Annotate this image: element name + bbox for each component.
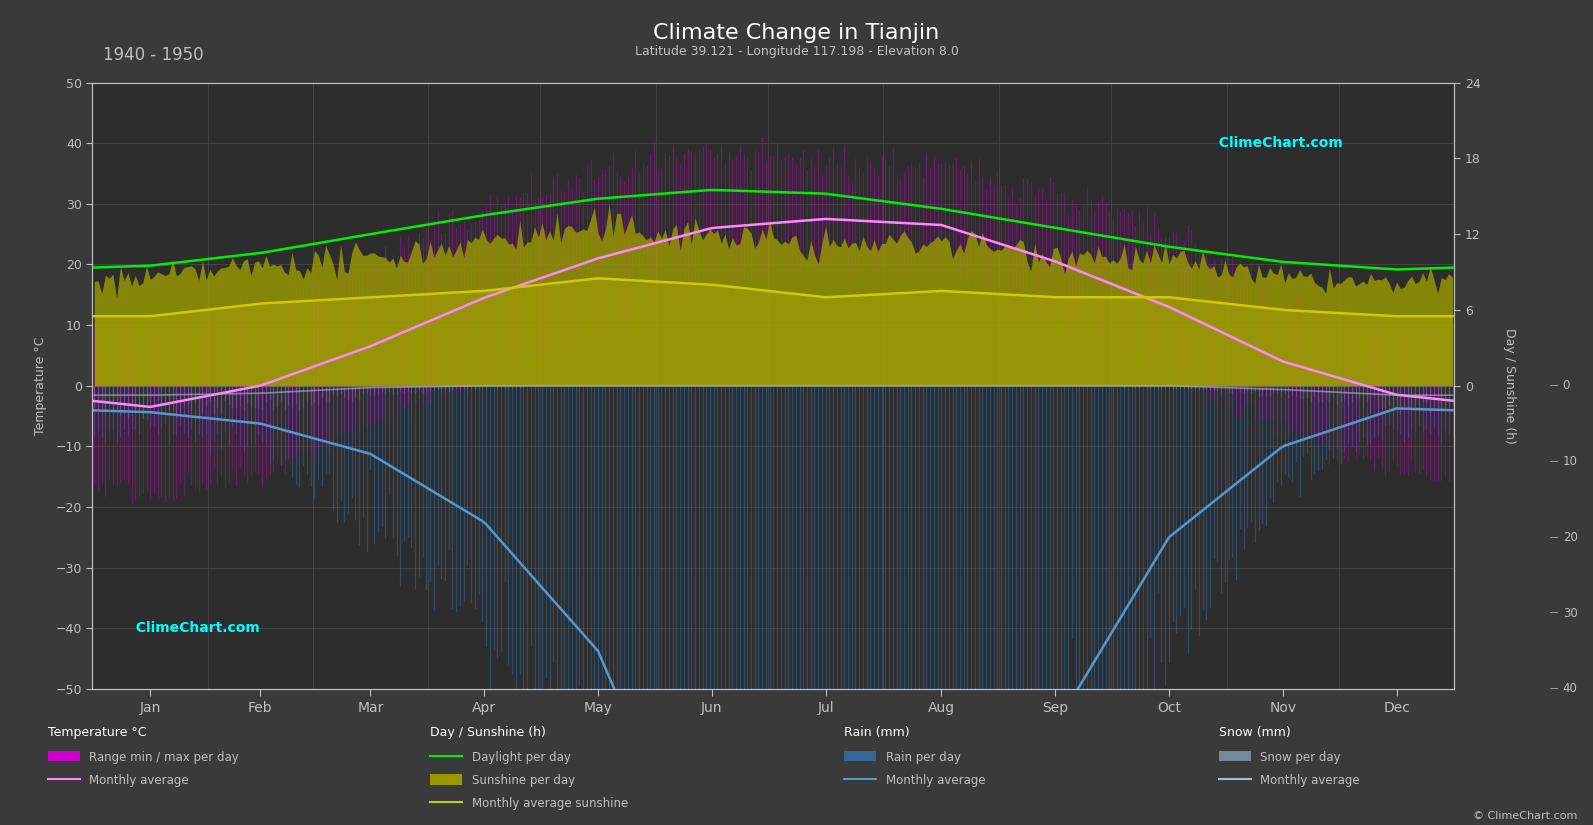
Text: Monthly average: Monthly average <box>1260 774 1360 787</box>
Text: Monthly average: Monthly average <box>886 774 986 787</box>
Text: Snow (mm): Snow (mm) <box>1219 726 1290 739</box>
Text: —: — <box>1550 457 1558 466</box>
Text: Rain (mm): Rain (mm) <box>844 726 910 739</box>
Text: 20: 20 <box>1563 530 1577 544</box>
Text: 40: 40 <box>1563 682 1577 695</box>
Text: —: — <box>1550 685 1558 693</box>
Text: Temperature °C: Temperature °C <box>48 726 147 739</box>
Text: —: — <box>1550 381 1558 390</box>
Text: Latitude 39.121 - Longitude 117.198 - Elevation 8.0: Latitude 39.121 - Longitude 117.198 - El… <box>634 45 959 59</box>
Text: Monthly average: Monthly average <box>89 774 190 787</box>
Text: 10: 10 <box>1563 455 1577 468</box>
Text: —: — <box>1550 609 1558 618</box>
Text: 30: 30 <box>1563 606 1577 620</box>
Text: Range min / max per day: Range min / max per day <box>89 751 239 764</box>
Text: Rain per day: Rain per day <box>886 751 961 764</box>
Text: 1940 - 1950: 1940 - 1950 <box>104 46 204 64</box>
Text: Climate Change in Tianjin: Climate Change in Tianjin <box>653 23 940 43</box>
Text: Sunshine per day: Sunshine per day <box>472 774 575 787</box>
Text: 0: 0 <box>1563 380 1571 392</box>
Text: ClimeChart.com: ClimeChart.com <box>126 621 260 635</box>
Text: Day / Sunshine (h): Day / Sunshine (h) <box>430 726 546 739</box>
Text: © ClimeChart.com: © ClimeChart.com <box>1472 811 1577 821</box>
Y-axis label: Temperature °C: Temperature °C <box>33 337 48 435</box>
Text: Snow per day: Snow per day <box>1260 751 1341 764</box>
Y-axis label: Day / Sunshine (h): Day / Sunshine (h) <box>1502 328 1517 444</box>
Text: Daylight per day: Daylight per day <box>472 751 570 764</box>
Text: —: — <box>1550 533 1558 542</box>
Text: ClimeChart.com: ClimeChart.com <box>1209 136 1343 150</box>
Text: Monthly average sunshine: Monthly average sunshine <box>472 797 628 810</box>
